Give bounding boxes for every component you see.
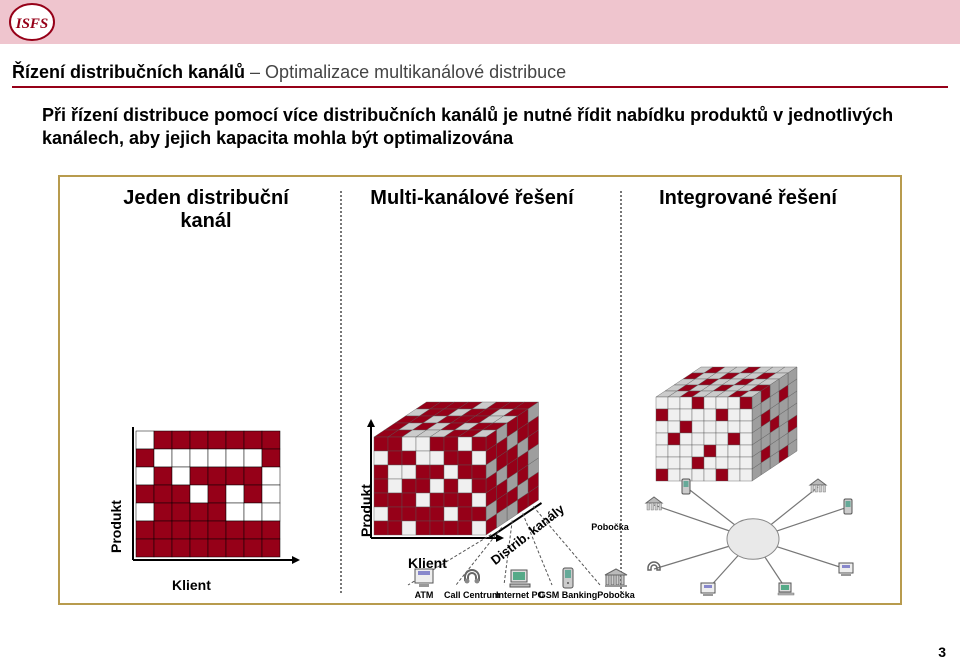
- multi-channel-panel: Produkt Klient Distrib. kanály ATMCall C…: [348, 347, 608, 602]
- col3-title: Integrované řešení: [628, 187, 868, 210]
- integrated-hub: [618, 357, 888, 607]
- separator-1: [340, 191, 342, 593]
- topbar: [0, 0, 960, 44]
- single-channel-panel: Produkt Klient: [112, 427, 312, 602]
- y-axis-label-1: Produkt: [108, 500, 124, 553]
- page-number: 3: [938, 644, 946, 660]
- breadcrumb: Řízení distribučních kanálů – Optimaliza…: [12, 62, 566, 83]
- diagram-area: Jeden distribuční kanál Multi-kanálové ř…: [58, 175, 902, 605]
- breadcrumb-rest: – Optimalizace multikanálové distribuce: [245, 62, 566, 82]
- col2-title: Multi-kanálové řešení: [362, 187, 582, 210]
- product-client-grid: [112, 427, 312, 597]
- x-axis-label-1: Klient: [172, 577, 211, 593]
- logo: ISFS: [8, 2, 56, 47]
- product-client-channel-cube: [348, 347, 608, 597]
- svg-text:ISFS: ISFS: [15, 16, 49, 32]
- y-axis-label-2: Produkt: [358, 484, 374, 537]
- col1-title: Jeden distribuční kanál: [96, 187, 316, 233]
- breadcrumb-bold: Řízení distribučních kanálů: [12, 62, 245, 82]
- intro-text: Při řízení distribuce pomocí více distri…: [42, 104, 922, 149]
- integrated-panel: [618, 357, 888, 612]
- divider: [12, 86, 948, 88]
